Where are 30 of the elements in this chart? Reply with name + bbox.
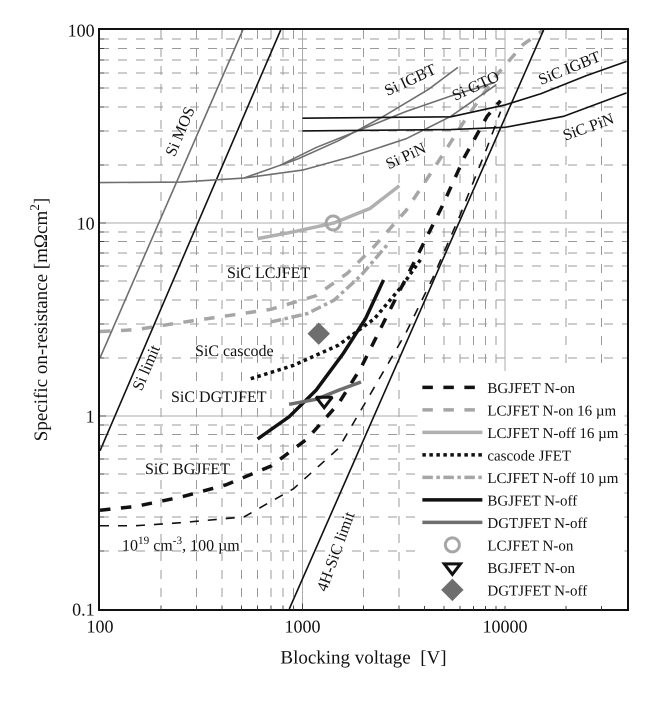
annotation: Si limit [130,342,164,394]
annotation: SiC cascode [195,343,274,360]
legend-label: BGJFET N-off [487,494,578,510]
annotation: Si MOS [162,104,199,159]
legend-label: LCJFET N-off 16 µm [487,426,619,442]
annotation: 4H-SiC limit [314,509,359,594]
y-tick-label: 0.1 [72,599,95,620]
annotation: Si IGBT [382,61,439,100]
annotation: 10$^{19}$ cm$^{-3}$, 100 µm [122,535,240,555]
y-tick-label: 10 [76,213,95,234]
annotation: Si PiN [383,140,430,174]
annotation: SiC DGTJFET [171,389,267,406]
legend-label: DGTJFET N-off [487,516,588,532]
annotation: SiC PiN [560,110,617,145]
legend-label: LCJFET N-on 16 µm [487,404,616,420]
x-tick-label: 1000 [284,616,321,636]
legend-label: LCJFET N-off 10 µm [487,471,619,488]
legend-label: LCJFET N-on [487,538,574,555]
y-tick-label: 1 [86,406,95,426]
legend-label: cascode JFET [487,448,572,465]
annotation: SiC LCJFET [227,265,310,282]
annotation: Si GTO [450,68,502,105]
x-axis-title: Blocking voltage [V] [280,648,447,669]
legend-label: DGTJFET N-off [487,584,588,600]
y-tick-label: 100 [68,20,95,40]
legend-label: BGJFET N-on [487,561,576,578]
annotation: SiC BGJFET [145,461,230,478]
annotation: SiC IGBT [536,48,604,89]
legend-label: BGJFET N-on [487,381,576,398]
x-tick-label: 10000 [482,616,528,636]
